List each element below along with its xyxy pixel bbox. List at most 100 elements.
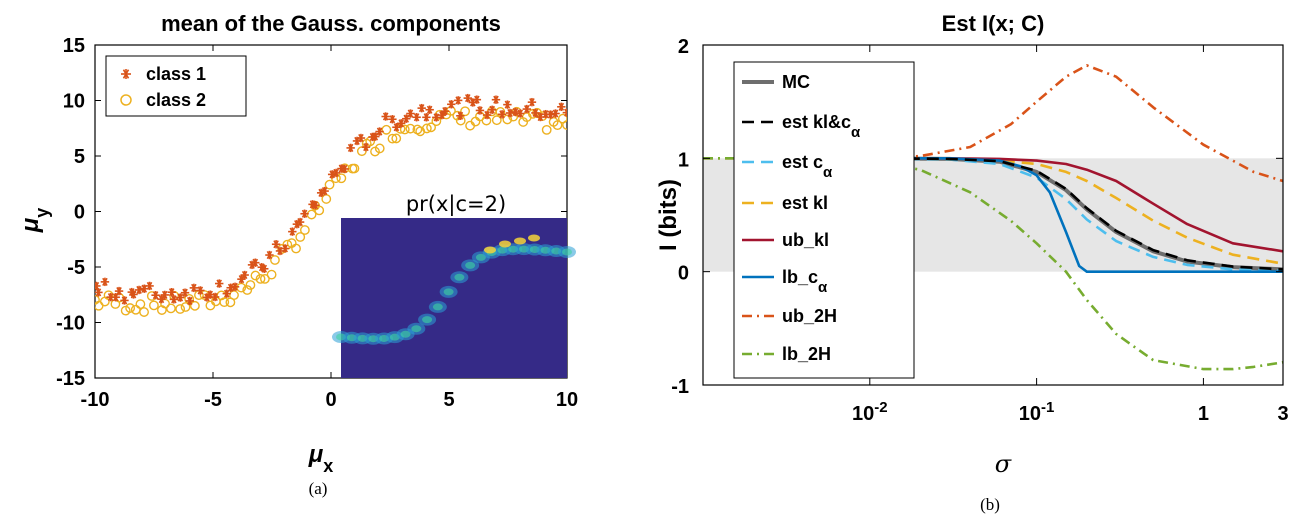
class-1-point — [280, 244, 290, 253]
class-2-point — [125, 303, 136, 313]
class-1-point — [472, 95, 482, 104]
class-1-point — [412, 113, 421, 122]
caption-a: (a) — [309, 479, 328, 498]
left-x-tick-label: 0 — [325, 389, 336, 411]
left-scatter-points — [95, 93, 567, 317]
class-2-point — [250, 270, 261, 281]
inset-blob-core — [443, 288, 454, 296]
class-1-point — [134, 285, 144, 295]
right-y-tick-label: -1 — [671, 376, 689, 398]
series-line-ub-2h — [703, 64, 1283, 183]
inset-title: pr(x|c=2) — [406, 192, 506, 217]
class-2-point — [135, 299, 146, 310]
class-2-point — [295, 232, 306, 242]
inset-blob-core — [454, 273, 465, 281]
class-2-point — [149, 300, 159, 311]
right-x-tick-label: 10-1 — [1019, 399, 1055, 426]
class-2-point — [426, 122, 436, 133]
class-1-point — [260, 264, 269, 273]
class-1-point — [145, 281, 154, 291]
legend-entry-lb-2h: lb_2H — [742, 344, 831, 364]
class-1-point — [251, 258, 260, 267]
class-1-point — [120, 296, 129, 305]
class-2-point — [259, 273, 270, 284]
inset-blob-core — [411, 325, 422, 333]
asterisk-glyph — [121, 69, 131, 79]
class-1-point — [406, 109, 415, 118]
class-1-point — [196, 286, 205, 295]
caption-b: (b) — [980, 495, 1000, 514]
legend-label: MC — [782, 72, 810, 92]
class-1-point — [331, 168, 341, 178]
class-1-point — [169, 295, 179, 304]
class-2-point — [219, 297, 230, 308]
legend-label: lb_2H — [782, 344, 831, 364]
class-2-point — [391, 133, 402, 144]
left-y-tick-label: 10 — [63, 91, 85, 113]
left-panel: mean of the Gauss. components -10 -5 0 5 10 1… — [17, 11, 578, 498]
class-2-point — [266, 269, 277, 280]
asterisk-marker-icon — [121, 69, 131, 79]
class-2-point — [387, 133, 398, 144]
class-1-point — [375, 127, 384, 136]
class-1-point — [511, 107, 520, 117]
series-line-est-kl — [869, 157, 1283, 265]
left-y-tick-label: -10 — [56, 313, 85, 335]
class-2-point — [255, 273, 266, 284]
legend-entry-est-kl: est kl — [742, 193, 828, 213]
inset-hotspot — [514, 237, 526, 245]
inset: pr(x|c=2) — [332, 192, 576, 378]
class-1-point — [557, 102, 566, 112]
class-2-point — [460, 106, 470, 117]
inset-hotspot — [484, 246, 496, 254]
class-1-point — [482, 110, 492, 120]
class-1-point — [527, 97, 537, 107]
class-1-point — [487, 105, 497, 114]
class-2-point — [314, 205, 325, 216]
class-1-point — [505, 108, 515, 118]
class-1-point — [189, 283, 199, 293]
class-1-point — [422, 113, 431, 122]
class-2-point — [336, 173, 347, 184]
right-axis-ticks: 210-110-2 10-1 1 3 — [671, 36, 1288, 425]
class-1-point — [417, 103, 426, 113]
class-1-point — [551, 109, 560, 118]
left-y-label: μy — [17, 208, 52, 234]
class-1-point — [240, 270, 249, 280]
class-1-point — [151, 290, 160, 300]
class-2-point — [175, 304, 186, 314]
right-x-tick-label: 10-2 — [852, 399, 888, 426]
left-y-tick-label: -15 — [56, 368, 85, 390]
inset-blob-core — [432, 303, 443, 311]
class-2-point — [349, 163, 360, 174]
class-2-point — [270, 255, 280, 265]
class-1-point — [562, 108, 567, 117]
class-1-point — [381, 112, 390, 121]
class-2-point — [291, 243, 301, 254]
class-1-point — [300, 209, 309, 218]
inset-blob-core — [400, 330, 411, 338]
class-1-point — [222, 289, 231, 298]
left-x-tick-label: -5 — [204, 389, 222, 411]
inset-blob-core — [475, 253, 486, 261]
class-1-point — [356, 133, 366, 143]
left-x-tick-label: 5 — [443, 389, 454, 411]
class-2-point — [552, 120, 563, 131]
inset-heatmap-background — [341, 218, 567, 378]
class-1-point — [463, 93, 472, 103]
right-x-tick-label: 1 — [1198, 403, 1209, 425]
class-1-point — [516, 109, 525, 118]
class-2-point — [541, 124, 552, 135]
right-legend-box — [733, 61, 915, 379]
legend-label-class-1: class 1 — [146, 64, 206, 84]
left-title: mean of the Gauss. components — [161, 11, 501, 36]
circle-marker-icon — [120, 94, 132, 106]
class-1-point — [340, 164, 349, 174]
left-legend: class 1 class 2 — [105, 55, 247, 117]
class-1-point — [497, 110, 507, 119]
class-1-point — [311, 201, 320, 210]
class-1-point — [95, 288, 103, 297]
